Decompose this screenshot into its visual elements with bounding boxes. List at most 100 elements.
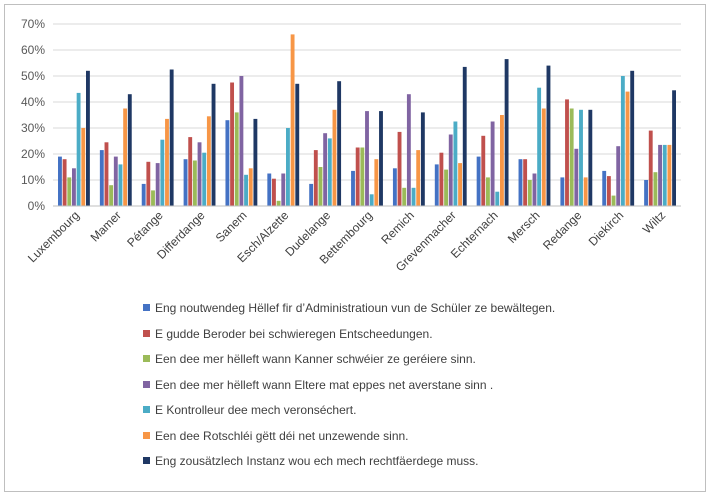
bar [541, 108, 546, 206]
bar [337, 81, 342, 206]
bar [565, 99, 569, 206]
bar [560, 177, 565, 206]
bars [58, 34, 676, 207]
x-category-label: Wiltz [640, 208, 668, 236]
bar [606, 176, 611, 206]
bar [318, 167, 323, 206]
bar [206, 116, 211, 206]
bar [141, 183, 146, 206]
bar [504, 59, 509, 206]
x-category-label: Mersch [505, 208, 543, 246]
bar [197, 142, 202, 206]
bar [58, 156, 62, 206]
bar [392, 168, 397, 206]
bar [211, 83, 216, 206]
bar [62, 159, 67, 206]
bar [611, 195, 616, 206]
bar [518, 159, 523, 206]
legend-swatch [143, 329, 150, 337]
bar [434, 164, 439, 206]
legend-label: E Kontrolleur dee mech veronséchert. [155, 403, 357, 417]
bar [267, 173, 272, 206]
bar [546, 65, 551, 206]
bar [444, 169, 449, 206]
legend-swatch [143, 304, 150, 311]
bar [104, 142, 109, 206]
bar [276, 200, 281, 206]
bar [192, 160, 197, 206]
bar [202, 152, 207, 206]
bar [327, 138, 332, 206]
bar [379, 111, 383, 206]
bar [667, 144, 672, 206]
bar [351, 170, 355, 206]
bar [532, 173, 537, 206]
y-tick-label: 0% [28, 199, 46, 213]
bar [253, 118, 258, 206]
bar [453, 121, 458, 206]
bar [658, 144, 662, 206]
chart-frame: 0% 10% 20% 30% 40% 50% 60% 70% Luxembourg Mamer P… [4, 4, 706, 492]
bar [127, 94, 132, 206]
bar [495, 191, 500, 206]
bar [281, 173, 286, 206]
bar [360, 147, 365, 206]
bar [648, 130, 653, 206]
bar [411, 187, 416, 206]
bar [420, 112, 425, 206]
x-category-label: Redange [540, 208, 585, 253]
y-tick-label: 30% [21, 121, 45, 135]
bar [76, 92, 81, 206]
bar [523, 159, 528, 206]
bar [583, 177, 588, 206]
legend-label: Een dee mer hëlleft wann Kanner schwéier… [155, 352, 476, 366]
bar [86, 70, 90, 206]
legend-label: E gudde Beroder bei schwieregen Entschee… [155, 326, 433, 341]
bar [155, 163, 160, 206]
bar [588, 109, 593, 206]
y-tick-label: 40% [21, 95, 45, 109]
bar [579, 109, 583, 206]
bar [169, 69, 174, 206]
legend-label: Een dee mer hëlleft wann Eltere mat eppe… [155, 377, 494, 392]
bar [402, 187, 407, 206]
bar [486, 177, 490, 206]
bar [225, 120, 230, 206]
legend-swatch [143, 457, 150, 464]
bar [616, 146, 621, 206]
bar [569, 108, 574, 206]
bar [234, 112, 239, 206]
bar [574, 148, 579, 206]
bar [397, 131, 402, 206]
bar [500, 115, 504, 206]
bar [309, 183, 314, 206]
bar [248, 168, 253, 206]
bar [625, 91, 630, 206]
bar [537, 87, 542, 206]
x-category-label: Mamer [88, 208, 124, 244]
bar [630, 70, 635, 206]
bar [290, 34, 295, 207]
bar [355, 147, 360, 206]
y-tick-label: 20% [21, 147, 45, 161]
bar [165, 118, 169, 206]
x-category-label: Luxembourg [25, 208, 82, 265]
bar [286, 128, 290, 206]
bar [527, 180, 532, 206]
bar [244, 174, 248, 206]
bar [109, 185, 114, 206]
y-tick-label: 60% [21, 43, 45, 57]
bar [369, 194, 374, 206]
bar [462, 66, 467, 207]
bar [313, 150, 318, 206]
bar [602, 170, 607, 206]
bar [188, 137, 193, 206]
bar [81, 128, 86, 206]
bar [67, 177, 72, 206]
legend-swatch [143, 431, 150, 439]
bar [620, 76, 625, 206]
x-category-label: Sanem [213, 208, 250, 245]
bar [458, 163, 462, 206]
legend-swatch [143, 380, 150, 388]
